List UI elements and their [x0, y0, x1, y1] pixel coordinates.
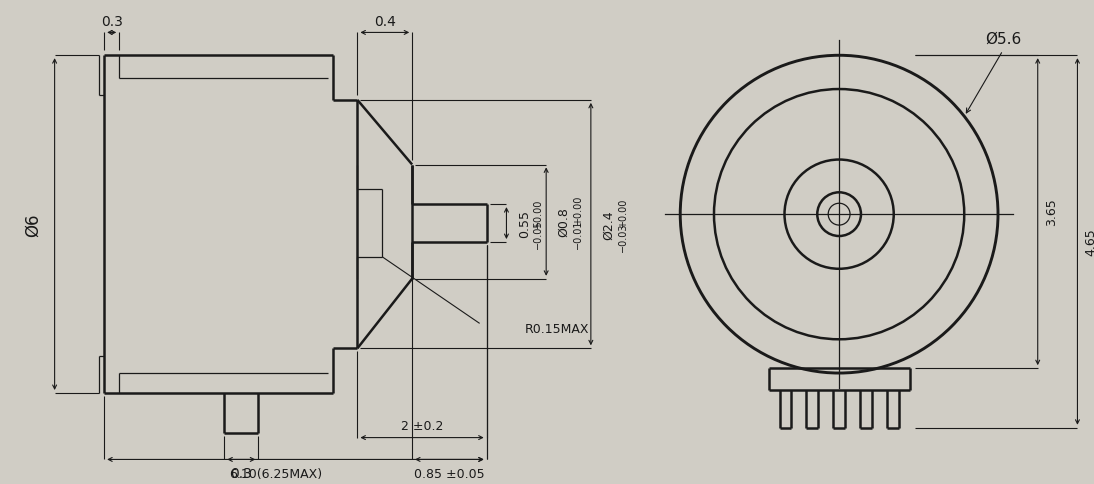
Text: 6.10(6.25MAX): 6.10(6.25MAX) — [229, 467, 322, 480]
Text: +0.00: +0.00 — [573, 195, 583, 225]
Text: 0.85 ±0.05: 0.85 ±0.05 — [414, 467, 485, 480]
Text: 4.65: 4.65 — [1085, 227, 1094, 256]
Text: +0.00: +0.00 — [533, 199, 544, 228]
Text: −0.03: −0.03 — [618, 222, 628, 251]
Text: R0.15MAX: R0.15MAX — [524, 322, 589, 335]
Text: 2 ±0.2: 2 ±0.2 — [400, 419, 443, 432]
Text: 0.3: 0.3 — [101, 15, 123, 29]
Text: 0.3: 0.3 — [231, 467, 253, 480]
Text: +0.00: +0.00 — [618, 198, 628, 227]
Text: 0.4: 0.4 — [374, 15, 396, 29]
Text: Ø2.4: Ø2.4 — [602, 210, 615, 240]
Text: 0.55: 0.55 — [517, 210, 531, 238]
Text: −0.05: −0.05 — [533, 219, 544, 248]
Text: −0.01: −0.01 — [573, 219, 583, 248]
Text: Ø5.6: Ø5.6 — [985, 31, 1021, 46]
Text: Ø0.8: Ø0.8 — [558, 207, 571, 237]
Text: Ø6: Ø6 — [24, 213, 42, 236]
Text: 3.65: 3.65 — [1045, 198, 1058, 226]
